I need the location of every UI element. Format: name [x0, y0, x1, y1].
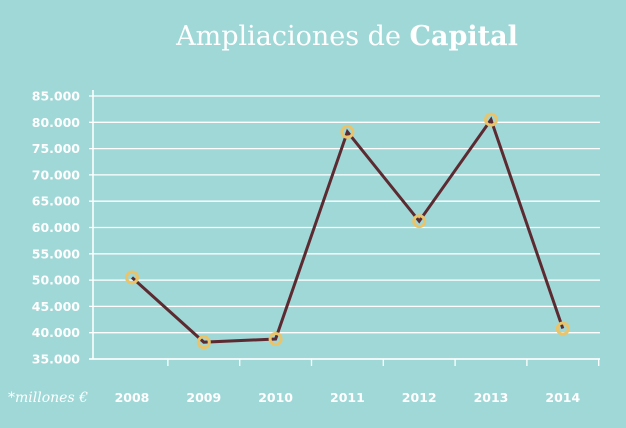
grid-layer	[89, 95, 600, 360]
y-tick-label: 35.000	[32, 352, 81, 367]
data-point	[412, 214, 427, 229]
chart-title-prefix: Ampliaciones de	[175, 21, 409, 52]
data-point	[196, 335, 211, 350]
y-tick-label: 50.000	[32, 273, 81, 288]
unit-note: *millones €	[8, 390, 88, 406]
y-tick-label: 75.000	[32, 141, 81, 156]
data-point	[484, 112, 498, 127]
y-tick-labels: 35.000 40.000 45.000 50.000 55.000 60.000 65.0…	[32, 89, 81, 367]
x-tick-label: 2008	[115, 390, 150, 405]
y-tick-label: 60.000	[32, 220, 81, 235]
x-tick-label: 2014	[545, 390, 580, 405]
data-point	[555, 321, 570, 336]
chart-title: Ampliaciones de Capital	[175, 21, 518, 52]
data-point	[125, 270, 139, 285]
y-tick-label: 45.000	[32, 299, 81, 314]
chart-title-bold: Capital	[410, 21, 518, 52]
x-tick-label: 2011	[330, 390, 365, 405]
marker-layer	[125, 112, 570, 350]
y-tick-label: 85.000	[32, 89, 81, 104]
y-tick-label: 80.000	[32, 115, 81, 130]
y-tick-label: 40.000	[32, 325, 81, 340]
series-line	[130, 116, 565, 344]
axis-layer	[89, 90, 600, 366]
x-tick-label: 2009	[186, 390, 221, 405]
data-point	[340, 124, 355, 139]
y-tick-label: 55.000	[32, 246, 81, 261]
y-tick-label: 70.000	[32, 167, 81, 182]
x-tick-labels: 2008 2009 2010 2011 2012 2013 2014	[115, 390, 581, 405]
y-tick-label: 65.000	[32, 194, 81, 209]
x-tick-label: 2010	[258, 390, 293, 405]
data-point	[268, 332, 283, 347]
x-tick-label: 2013	[474, 390, 509, 405]
x-tick-label: 2012	[402, 390, 437, 405]
series-layer	[130, 116, 565, 344]
